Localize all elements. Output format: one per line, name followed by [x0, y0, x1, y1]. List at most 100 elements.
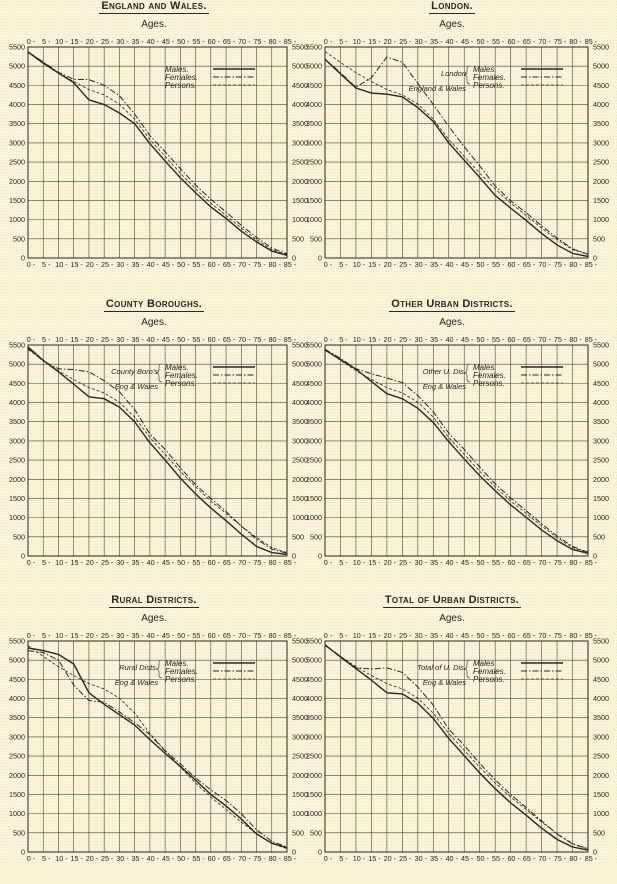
y-tick-label-left: 2500 — [306, 752, 322, 761]
x-tick-label-bottom: 75 - — [253, 558, 266, 567]
y-tick-label-right: 1500 — [292, 196, 308, 205]
x-tick-label-bottom: 35 - — [430, 260, 443, 269]
y-tick-label-left: 4500 — [9, 675, 25, 684]
legend: Total of U. Dis. Eng & Wales MalesFemales.… — [417, 659, 563, 687]
x-tick-label-bottom: 30 - — [415, 260, 428, 269]
x-tick-label-bottom: 0 - — [324, 854, 333, 863]
x-tick-label-top: 70 - — [538, 335, 551, 344]
y-tick-label-left: 3000 — [9, 732, 25, 741]
y-tick-label-right: 5500 — [292, 637, 308, 646]
legend-label: Persons. — [473, 675, 505, 684]
y-tick-label-right: 1500 — [593, 196, 609, 205]
chart-plot: 0 -0 -5 -5 -10 -10 -15 -15 -20 -20 -25 -… — [306, 631, 609, 863]
y-tick-label-right: 4500 — [593, 81, 609, 90]
legend-label: Persons. — [165, 379, 197, 388]
x-tick-label-top: 40 - — [147, 631, 160, 640]
legend-group-reference: Eng & Wales — [423, 678, 466, 687]
y-tick-label-right: 4500 — [292, 379, 308, 388]
x-tick-label-top: 70 - — [238, 631, 251, 640]
x-tick-label-top: 85 - — [585, 335, 598, 344]
x-tick-label-bottom: 55 - — [192, 558, 205, 567]
x-tick-label-bottom: 75 - — [253, 260, 266, 269]
y-tick-label-left: 2000 — [306, 771, 322, 780]
y-tick-label-left: 2000 — [9, 771, 25, 780]
x-tick-label-top: 35 - — [131, 37, 144, 46]
x-tick-label-bottom: 40 - — [147, 558, 160, 567]
y-tick-label-left: 3000 — [306, 138, 322, 147]
y-tick-label-right: 2500 — [292, 752, 308, 761]
y-tick-label-right: 3000 — [292, 138, 308, 147]
y-tick-label-left: 0 — [318, 848, 322, 857]
panel-total-urban-districts: Total of Urban Districts. Ages. 0 - 0 - 5 - 5… — [298, 594, 609, 884]
x-tick-label-top: 40 - — [446, 37, 459, 46]
y-tick-label-left: 1000 — [306, 809, 322, 818]
x-tick-label-top: 25 - — [101, 37, 114, 46]
x-tick-label-bottom: 50 - — [477, 260, 490, 269]
x-tick-label-top: 50 - — [477, 631, 490, 640]
chart-plot: 0 -0 -5 -5 -10 -10 -15 -15 -20 -20 -25 -… — [9, 37, 308, 269]
x-tick-label-top: 75 - — [554, 37, 567, 46]
y-tick-label-left: 5500 — [306, 341, 322, 350]
y-tick-label-right: 3500 — [292, 713, 308, 722]
x-tick-label-top: 65 - — [523, 37, 536, 46]
x-tick-label-bottom: 20 - — [86, 854, 99, 863]
x-tick-label-top: 45 - — [162, 37, 175, 46]
y-tick-label-left: 2500 — [9, 158, 25, 167]
x-tick-label-bottom: 60 - — [507, 260, 520, 269]
x-tick-label-top: 30 - — [116, 37, 129, 46]
y-tick-label-right: 5500 — [593, 43, 609, 52]
y-tick-label-left: 500 — [310, 828, 322, 837]
chart-title: County Boroughs. — [0, 298, 308, 312]
series-dashdot — [324, 348, 589, 553]
y-tick-label-right: 3000 — [292, 436, 308, 445]
x-tick-label-bottom: 20 - — [86, 558, 99, 567]
x-axis-title: Ages. — [439, 317, 465, 328]
y-tick-label-left: 3000 — [306, 436, 322, 445]
x-tick-label-top: 75 - — [253, 335, 266, 344]
x-tick-label-top: 25 - — [399, 631, 412, 640]
chart-title-text: Rural Districts. — [109, 594, 199, 608]
x-tick-label-bottom: 65 - — [223, 558, 236, 567]
x-tick-label-top: 50 - — [477, 335, 490, 344]
x-tick-label-top: 45 - — [461, 37, 474, 46]
y-tick-label-right: 0 — [593, 552, 597, 561]
y-tick-label-right: 4500 — [292, 81, 308, 90]
x-tick-label-bottom: 0 - — [27, 260, 36, 269]
x-tick-label-bottom: 40 - — [446, 854, 459, 863]
x-tick-label-bottom: 15 - — [368, 854, 381, 863]
y-tick-label-left: 5500 — [9, 43, 25, 52]
y-tick-label-left: 4500 — [9, 379, 25, 388]
y-tick-label-right: 0 — [292, 848, 296, 857]
y-tick-label-right: 1500 — [292, 790, 308, 799]
x-tick-label-top: 70 - — [238, 37, 251, 46]
legend-label: Females. — [165, 73, 198, 82]
x-tick-label-bottom: 0 - — [324, 260, 333, 269]
legend-group-reference: Eng & Wales — [423, 382, 466, 391]
x-tick-label-bottom: 30 - — [116, 854, 129, 863]
x-axis-title: Ages. — [439, 19, 465, 30]
y-tick-label-right: 0 — [292, 552, 296, 561]
y-tick-label-left: 4000 — [306, 398, 322, 407]
y-tick-label-left: 3500 — [306, 713, 322, 722]
legend-label: Males. — [165, 65, 189, 74]
x-tick-label-top: 80 - — [569, 37, 582, 46]
x-tick-label-bottom: 70 - — [538, 558, 551, 567]
x-tick-label-top: 75 - — [253, 631, 266, 640]
x-tick-label-top: 65 - — [523, 335, 536, 344]
x-tick-label-top: 35 - — [430, 37, 443, 46]
x-tick-label-top: 40 - — [147, 335, 160, 344]
y-tick-label-right: 2500 — [593, 456, 609, 465]
y-tick-label-right: 2000 — [292, 475, 308, 484]
x-tick-label-top: 30 - — [415, 631, 428, 640]
y-tick-label-left: 2500 — [306, 158, 322, 167]
series-solid — [324, 58, 589, 258]
x-tick-label-top: 35 - — [131, 335, 144, 344]
x-tick-label-bottom: 10 - — [353, 558, 366, 567]
x-tick-label-top: 0 - — [324, 335, 333, 344]
panel-other-urban-districts: Other Urban Districts. Ages. 0 - 0 - 5 - 5 - 1… — [298, 298, 609, 588]
y-tick-label-left: 500 — [13, 532, 25, 541]
x-tick-label-bottom: 15 - — [71, 260, 84, 269]
x-tick-label-top: 5 - — [42, 335, 51, 344]
y-tick-label-left: 1000 — [306, 513, 322, 522]
x-tick-label-top: 20 - — [86, 335, 99, 344]
